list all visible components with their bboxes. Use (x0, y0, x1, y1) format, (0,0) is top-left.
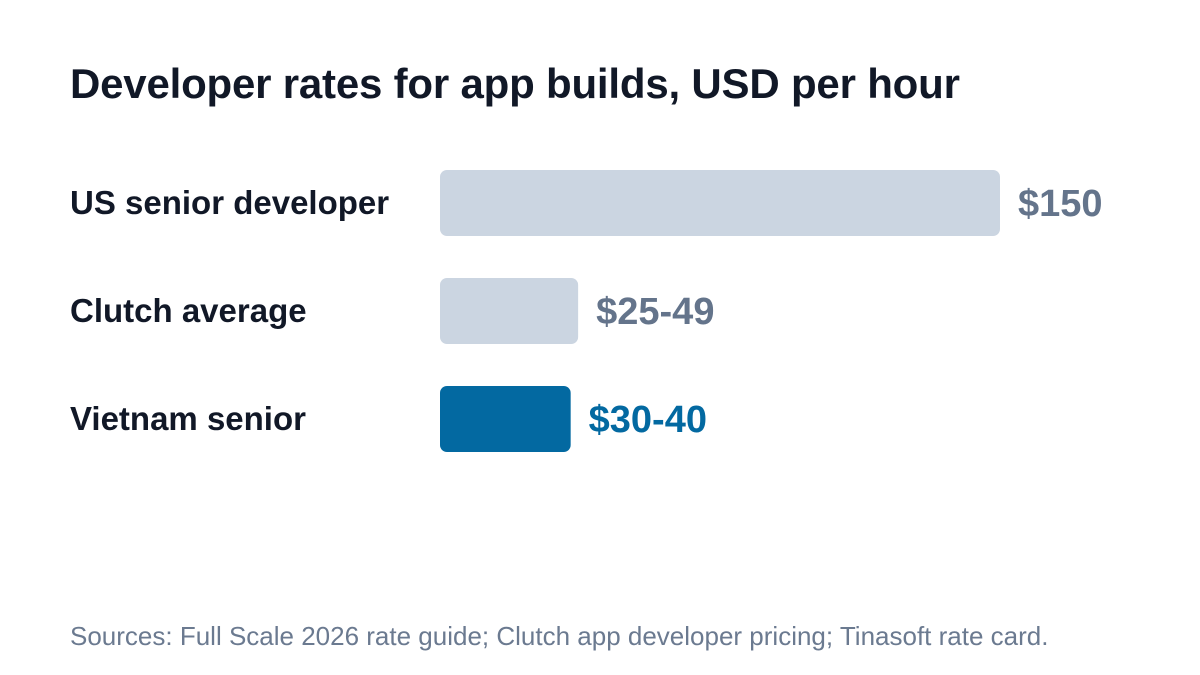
bar (440, 386, 571, 452)
value-label: $25-49 (596, 291, 714, 333)
category-label: Clutch average (70, 292, 307, 329)
value-label: $30-40 (589, 399, 707, 441)
category-label: Vietnam senior (70, 400, 306, 437)
sources-footnote: Sources: Full Scale 2026 rate guide; Clu… (70, 621, 1049, 651)
bar (440, 278, 579, 344)
category-label: US senior developer (70, 184, 389, 221)
chart-title: Developer rates for app builds, USD per … (70, 60, 960, 107)
bars-group: US senior developer $150 Clutch average $25… (70, 170, 1103, 452)
value-label: $150 (1018, 183, 1103, 225)
bar (440, 170, 1000, 236)
